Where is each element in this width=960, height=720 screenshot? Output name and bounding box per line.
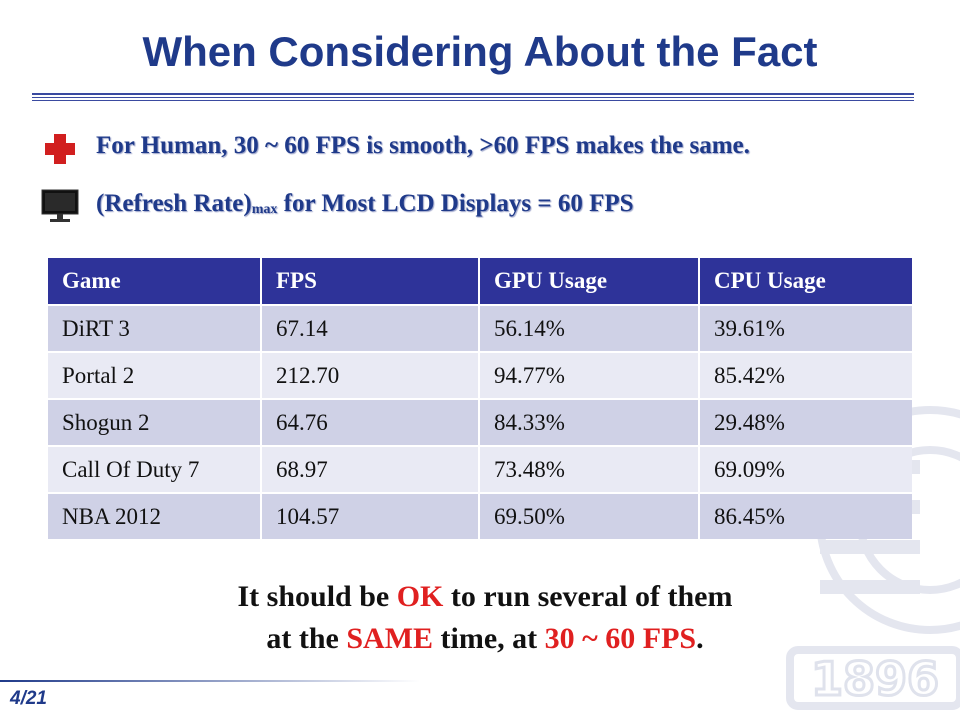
- title-divider: [32, 93, 914, 101]
- col-header: GPU Usage: [479, 258, 700, 305]
- table-cell: 64.76: [261, 398, 480, 446]
- table-cell: 67.14: [261, 304, 480, 352]
- page-number: 4/21: [10, 688, 47, 709]
- table-row: Portal 2 212.70 94.77% 85.42%: [48, 351, 912, 399]
- bullet-text: For Human, 30 ~ 60 FPS is smooth, >60 FP…: [96, 132, 750, 159]
- table-row: Shogun 2 64.76 84.33% 29.48%: [48, 398, 912, 446]
- table-cell: 69.09%: [699, 445, 912, 493]
- bullet-human-fps: For Human, 30 ~ 60 FPS is smooth, >60 FP…: [38, 128, 938, 168]
- conclusion-line-1: It should be OK to run several of them: [237, 580, 733, 613]
- red-cross-icon: [40, 130, 80, 166]
- table-cell: DiRT 3: [48, 304, 262, 352]
- table-cell: 73.48%: [479, 445, 700, 493]
- table-cell: 85.42%: [699, 351, 912, 399]
- footer-divider: [0, 680, 420, 682]
- table-row: NBA 2012 104.57 69.50% 86.45%: [48, 492, 912, 539]
- table-cell: 212.70: [261, 351, 480, 399]
- watermark-year: 1896: [811, 652, 939, 706]
- table-row: Call Of Duty 7 68.97 73.48% 69.09%: [48, 445, 912, 493]
- table-cell: 56.14%: [479, 304, 700, 352]
- table-row: DiRT 3 67.14 56.14% 39.61%: [48, 304, 912, 352]
- table-cell: 84.33%: [479, 398, 700, 446]
- highlight-fps-range: 30 ~ 60 FPS: [544, 622, 697, 655]
- highlight-ok: OK: [396, 580, 444, 613]
- col-header: FPS: [261, 258, 480, 305]
- bullet-refresh-rate: (Refresh Rate)max for Most LCD Displays …: [38, 186, 938, 226]
- table-cell: NBA 2012: [48, 492, 262, 539]
- highlight-same: SAME: [346, 622, 434, 655]
- game-performance-table: Game FPS GPU Usage CPU Usage DiRT 3 67.1…: [48, 258, 912, 539]
- table-cell: 69.50%: [479, 492, 700, 539]
- table-cell: 104.57: [261, 492, 480, 539]
- table-header-row: Game FPS GPU Usage CPU Usage: [48, 258, 912, 305]
- col-header: Game: [48, 258, 262, 305]
- table-cell: 68.97: [261, 445, 480, 493]
- slide-title: When Considering About the Fact: [142, 28, 818, 75]
- bullet-text: (Refresh Rate)max for Most LCD Displays …: [96, 190, 634, 217]
- table-cell: Portal 2: [48, 351, 262, 399]
- table-cell: 86.45%: [699, 492, 912, 539]
- monitor-icon: [41, 189, 79, 222]
- conclusion-line-2: at the SAME time, at 30 ~ 60 FPS.: [266, 622, 704, 655]
- table-cell: Call Of Duty 7: [48, 445, 262, 493]
- table-cell: 94.77%: [479, 351, 700, 399]
- table-cell: 39.61%: [699, 304, 912, 352]
- table-cell: 29.48%: [699, 398, 912, 446]
- table-cell: Shogun 2: [48, 398, 262, 446]
- col-header: CPU Usage: [699, 258, 912, 305]
